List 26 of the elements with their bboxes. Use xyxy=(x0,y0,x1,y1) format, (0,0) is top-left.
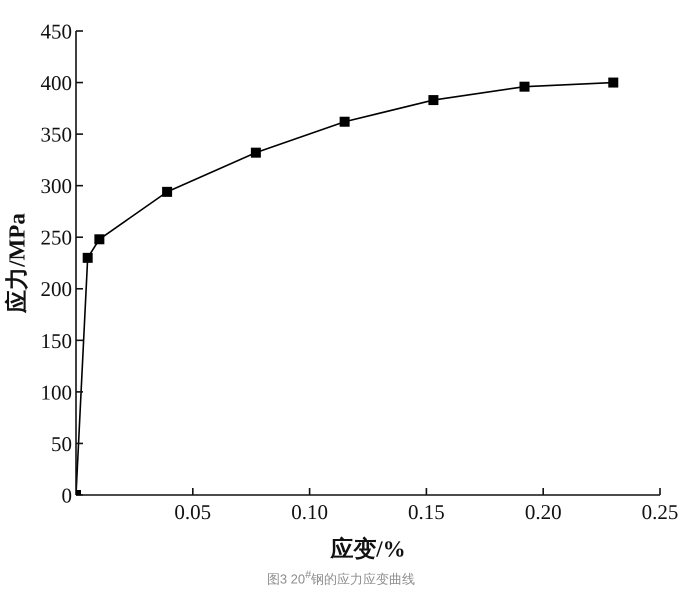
point xyxy=(250,148,261,158)
point xyxy=(82,252,93,263)
point xyxy=(162,186,172,197)
y-tick-label: 400 xyxy=(40,71,72,96)
point xyxy=(340,116,350,127)
y-tick-label: 250 xyxy=(40,226,72,250)
y-tick-label: 350 xyxy=(40,122,72,147)
x-tick-label: 0.10 xyxy=(291,500,328,524)
point xyxy=(520,82,530,92)
x-axis-title: 应变/% xyxy=(329,536,406,562)
point xyxy=(608,78,618,88)
x-tick-label: 0.05 xyxy=(174,500,212,524)
point xyxy=(94,234,104,244)
y-tick-label: 450 xyxy=(40,19,72,44)
y-tick-label: 200 xyxy=(40,277,72,302)
x-tick-label: 0.20 xyxy=(524,500,562,524)
y-tick-label: 0 xyxy=(62,483,72,508)
point xyxy=(428,95,438,106)
y-tick-label: 100 xyxy=(40,380,72,404)
y-axis-title: 应力/MPa xyxy=(4,212,30,314)
y-tick-label: 300 xyxy=(40,174,72,198)
x-tick-label: 0.25 xyxy=(642,500,678,524)
y-tick-label: 50 xyxy=(51,432,72,456)
x-tick-label: 0.15 xyxy=(408,500,445,524)
caption: 图3 20$^{#}$钢的应力应变曲线 xyxy=(266,568,416,588)
y-tick-label: 150 xyxy=(40,328,72,353)
